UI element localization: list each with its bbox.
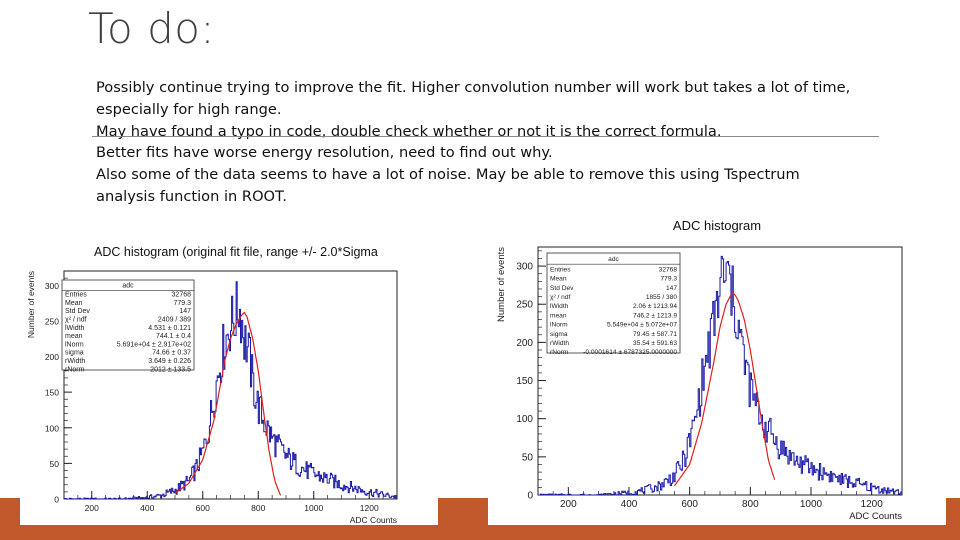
stats-row-label: lWidth bbox=[550, 303, 569, 310]
x-tick-label: 400 bbox=[140, 503, 154, 513]
x-axis-label: ADC Counts bbox=[350, 515, 397, 525]
bullet-list: Possibly continue trying to improve the … bbox=[96, 77, 856, 208]
chart-title: ADC histogram (original fit file, range … bbox=[94, 245, 378, 259]
x-tick-label: 800 bbox=[742, 499, 759, 510]
x-axis-label: ADC Counts bbox=[849, 511, 902, 522]
stats-row-value: 147 bbox=[666, 285, 677, 292]
stats-row-label: rNorm bbox=[550, 349, 569, 356]
stats-row-value: 1855 / 380 bbox=[646, 294, 677, 301]
adc-histogram-original-fit-chart: ADC histogram (original fit file, range … bbox=[26, 245, 398, 525]
stats-box bbox=[546, 252, 681, 354]
chart-panel-right: ADC histogram 0 50 100 150 200 250 300 200 400 600… bbox=[488, 212, 946, 525]
bullet-item: May have found a typo in code, double ch… bbox=[96, 122, 722, 140]
y-tick-label: 300 bbox=[516, 262, 533, 273]
stats-row-label: sigma bbox=[550, 331, 568, 338]
x-tick-label: 1000 bbox=[304, 503, 323, 513]
x-tick-label: 1000 bbox=[800, 499, 823, 510]
stats-row-label: Std Dev bbox=[65, 308, 90, 315]
stats-row-label: rWidth bbox=[550, 340, 569, 347]
y-tick-label: 300 bbox=[45, 281, 59, 291]
adc-histogram-chart: ADC histogram 0 50 100 150 200 250 300 200 400 600… bbox=[496, 218, 903, 522]
y-tick-label: 100 bbox=[45, 423, 59, 433]
stats-row-value: 5.691e+04 ± 2.917e+02 bbox=[117, 341, 191, 348]
stats-row-label: lWidth bbox=[65, 325, 85, 332]
stats-row-value: 2.06 ± 1213.94 bbox=[633, 303, 677, 310]
y-tick-label: 0 bbox=[54, 495, 59, 505]
x-tick-label: 400 bbox=[621, 499, 638, 510]
x-tick-label: 200 bbox=[560, 499, 577, 510]
bullet-item: Better fits have worse energy resolution… bbox=[96, 144, 553, 162]
stats-box-name: adc bbox=[608, 256, 619, 263]
y-tick-label: 150 bbox=[516, 376, 533, 387]
divider-line bbox=[92, 136, 879, 137]
stats-row-label: mean bbox=[550, 312, 567, 319]
stats-row-label: lNorm bbox=[65, 341, 84, 348]
stats-row-label: Entries bbox=[550, 266, 571, 273]
y-axis-label: Number of events bbox=[496, 247, 507, 322]
stats-row-label: sigma bbox=[65, 350, 84, 357]
stats-row-value: 32768 bbox=[659, 266, 678, 273]
y-tick-label: 50 bbox=[50, 459, 60, 469]
histogram-series bbox=[538, 255, 902, 496]
x-tick-label: 1200 bbox=[861, 499, 884, 510]
stats-row-value: 79.45 ± 587.71 bbox=[633, 331, 677, 338]
x-tick-label: 1200 bbox=[360, 503, 379, 513]
y-tick-label: 100 bbox=[516, 414, 533, 425]
stats-row-value: 744.1 ± 0.4 bbox=[156, 333, 191, 340]
stats-row-label: Mean bbox=[65, 300, 83, 307]
stats-row-value: 746.2 ± 1213.9 bbox=[633, 312, 677, 319]
stats-row-label: χ² / ndf bbox=[550, 294, 570, 301]
stats-row-value: 779.3 bbox=[660, 276, 677, 283]
x-tick-label: 600 bbox=[196, 503, 210, 513]
stats-row-value: 2409 / 389 bbox=[158, 317, 191, 324]
bullet-item: Possibly continue trying to improve the … bbox=[96, 79, 851, 118]
y-tick-label: 0 bbox=[527, 491, 533, 502]
stats-row-value: 35.54 ± 591.63 bbox=[633, 340, 677, 347]
stats-row-label: Mean bbox=[550, 276, 567, 283]
stats-row-value: 3.649 ± 0.226 bbox=[148, 358, 191, 365]
stats-row-label: Entries bbox=[65, 292, 87, 299]
stats-row-value: 779.3 bbox=[173, 300, 191, 307]
y-tick-label: 200 bbox=[516, 338, 533, 349]
chart-title: ADC histogram bbox=[673, 218, 761, 233]
fit-series bbox=[174, 311, 282, 496]
stats-row-label: mean bbox=[65, 333, 83, 340]
slide-title: To do: bbox=[88, 4, 216, 53]
stats-row-value: -0.0001614 ± 6787325.0000000 bbox=[583, 349, 677, 356]
histogram-series bbox=[64, 281, 397, 500]
fit-series bbox=[674, 292, 776, 487]
bullet-item: Also some of the data seems to have a lo… bbox=[96, 166, 800, 205]
x-tick-label: 600 bbox=[681, 499, 698, 510]
stats-row-label: χ² / ndf bbox=[65, 317, 87, 324]
y-tick-label: 50 bbox=[522, 452, 534, 463]
y-tick-label: 200 bbox=[45, 352, 59, 362]
x-tick-label: 200 bbox=[85, 503, 99, 513]
stats-row-label: lNorm bbox=[550, 322, 568, 329]
stats-row-value: 5.549e+04 ± 5.072e+07 bbox=[607, 322, 677, 329]
stats-row-value: 74.66 ± 0.37 bbox=[152, 350, 191, 357]
stats-row-label: rWidth bbox=[65, 358, 85, 365]
stats-box bbox=[61, 279, 195, 371]
stats-row-value: 147 bbox=[179, 308, 191, 315]
chart-panel-left: ADC histogram (original fit file, range … bbox=[20, 233, 438, 525]
y-tick-label: 150 bbox=[45, 388, 59, 398]
stats-row-value: 32768 bbox=[172, 292, 192, 299]
stats-row-label: rNorm bbox=[65, 366, 85, 373]
x-tick-label: 800 bbox=[251, 503, 265, 513]
stats-row-value: 4.531 ± 0.121 bbox=[148, 325, 191, 332]
y-axis-label: Number of events bbox=[26, 271, 36, 338]
stats-row-value: 2012 ± 133.5 bbox=[150, 366, 191, 373]
y-tick-label: 250 bbox=[516, 300, 533, 311]
stats-box-name: adc bbox=[122, 282, 134, 289]
stats-row-label: Std Dev bbox=[550, 285, 574, 292]
y-tick-label: 250 bbox=[45, 316, 59, 326]
